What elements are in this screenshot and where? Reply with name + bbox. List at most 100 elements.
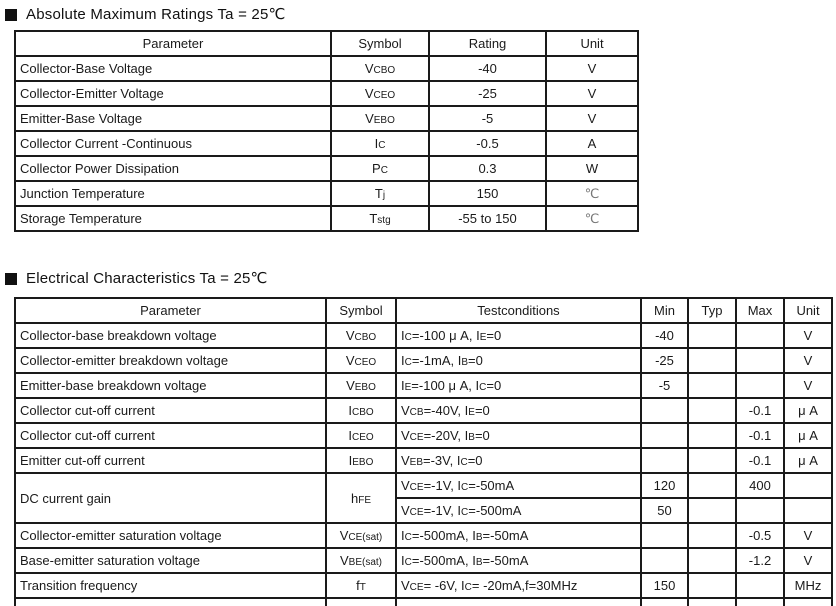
param-cell: Collector-emitter saturation voltage [14, 522, 327, 549]
param-cell: Emitter-Base Voltage [14, 105, 332, 132]
max-cell: -0.1 [735, 397, 785, 424]
symbol-text: I [401, 353, 405, 368]
subscript-text: CEO [354, 357, 377, 368]
table-row: Collector-base breakdown voltage VCBO IC=-… [14, 322, 833, 349]
symbol-cell: VEBO [330, 105, 430, 132]
param-cell: Emitter-base breakdown voltage [14, 372, 327, 399]
symbol-text: =0 [486, 328, 502, 343]
symbol-cell: VCE(sat) [325, 522, 397, 549]
unit-cell: V [545, 105, 639, 132]
symbol-cell: IEBO [325, 447, 397, 474]
table-row: Transition frequency fT VCE= -6V, IC= -20m… [14, 572, 833, 599]
abs-max-title: Absolute Maximum Ratings Ta = 25℃ [5, 6, 836, 24]
rating-cell: -40 [428, 55, 547, 82]
symbol-cell: VCEO [325, 347, 397, 374]
symbol-text: V [401, 453, 410, 468]
symbol-text: =-20V, I [423, 428, 469, 443]
symbol-text: V [345, 353, 355, 368]
symbol-text: V [401, 428, 410, 443]
symbol-cell: Tj [330, 180, 430, 207]
subscript-text: stg [377, 215, 391, 226]
param-cell: Collector-base breakdown voltage [14, 322, 327, 349]
table-row: VCE=-1V, IC=-500mA 50 [15, 497, 833, 524]
subscript-text: C [461, 482, 469, 493]
subscript-text: C [378, 140, 386, 151]
subscript-text: E [468, 407, 475, 418]
symbol-text: V [401, 578, 410, 593]
min-cell: 50 [640, 497, 689, 524]
partial-cell [14, 597, 327, 606]
table-row: Junction Temperature Tj 150 ℃ [14, 180, 639, 207]
table-row: Collector Power Dissipation PC 0.3 W [14, 155, 639, 182]
max-cell [735, 322, 785, 349]
subscript-text: C [464, 582, 472, 593]
symbol-text: = -20mA,f=30MHz [471, 578, 578, 593]
electrical-title: Electrical Characteristics Ta = 25℃ [5, 270, 836, 288]
symbol-text: I [348, 403, 352, 418]
partial-cell [687, 597, 737, 606]
subscript-text: C [460, 457, 468, 468]
subscript-text: C [380, 165, 388, 176]
symbol-text: =0 [468, 353, 483, 368]
min-cell [640, 522, 689, 549]
subscript-text: CE(sat) [348, 532, 383, 543]
subscript-text: FE [358, 494, 371, 506]
table-row: Emitter-Base Voltage VEBO -5 V [14, 105, 639, 132]
symbol-text: =0 [467, 453, 483, 468]
param-cell: Collector cut-off current [14, 397, 327, 424]
symbol-text: V [401, 403, 410, 418]
column-header: Rating [428, 30, 547, 57]
column-header: Parameter [14, 30, 332, 57]
symbol-text: I [401, 528, 405, 543]
typ-cell [687, 522, 737, 549]
rating-cell: -0.5 [428, 130, 547, 157]
partial-cell [783, 597, 833, 606]
testcondition-cell: VCE=-1V, IC=-50mA [395, 472, 642, 499]
column-header: Max [735, 297, 785, 324]
symbol-text: V [346, 378, 355, 393]
subscript-text: B [468, 432, 475, 443]
symbol-text: V [365, 111, 374, 126]
partial-row [14, 597, 833, 606]
testcondition-cell: VCE=-1V, IC=-500mA [395, 497, 642, 524]
square-bullet-icon [5, 273, 17, 285]
min-cell: -40 [640, 322, 689, 349]
subscript-text: T [359, 582, 366, 593]
unit-cell: V [783, 322, 833, 349]
param-cell: Collector Current -Continuous [14, 130, 332, 157]
param-cell: Base-emitter saturation voltage [14, 547, 327, 574]
subscript-text: BE(sat) [348, 557, 382, 568]
header-row: Parameter Symbol Testconditions Min Typ Max Un… [14, 297, 833, 324]
table-row: Emitter cut-off current IEBO VEB=-3V, IC=0… [14, 447, 833, 474]
subscript-text: j [382, 190, 386, 201]
table-row: Collector cut-off current ICEO VCE=-20V, I… [14, 422, 833, 449]
symbol-text: =-3V, I [423, 453, 461, 468]
unit-cell: ℃ [545, 205, 639, 232]
subscript-text: C [404, 557, 412, 568]
symbol-text: =-500mA [468, 503, 522, 518]
electrical-table: Parameter Symbol Testconditions Min Typ Max Un… [14, 297, 833, 606]
param-cell: Collector-Base Voltage [14, 55, 332, 82]
typ-cell [687, 447, 737, 474]
symbol-text: I [401, 378, 405, 393]
symbol-cell: VBE(sat) [325, 547, 397, 574]
column-header: Symbol [325, 297, 397, 324]
max-cell [735, 497, 785, 524]
testcondition-cell: VEB=-3V, IC=0 [395, 447, 642, 474]
column-header: Symbol [330, 30, 430, 57]
subscript-text: CBO [373, 65, 396, 76]
unit-cell: μ A [783, 447, 833, 474]
subscript-text: CE [409, 507, 424, 518]
table-row: Collector cut-off current ICBO VCB=-40V, I… [14, 397, 833, 424]
symbol-text: =-100 μ A, I [411, 378, 480, 393]
symbol-cell: VCBO [325, 322, 397, 349]
symbol-cell: ICEO [325, 422, 397, 449]
symbol-text: V [364, 61, 374, 76]
unit-cell: μ A [783, 422, 833, 449]
column-header: Unit [545, 30, 639, 57]
subscript-text: C [404, 532, 412, 543]
max-cell [735, 372, 785, 399]
symbol-text: P [372, 161, 381, 176]
column-header: Parameter [14, 297, 327, 324]
